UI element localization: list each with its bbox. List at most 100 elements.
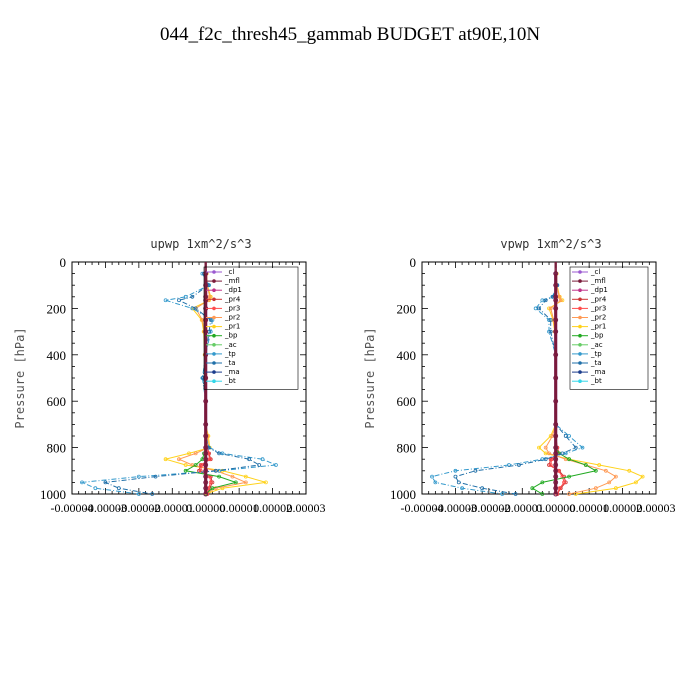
data-point — [567, 434, 571, 438]
chart-panel-2: vpwp 1xm^2/s^302004006008001000-0.00004-… — [363, 237, 676, 515]
data-point — [177, 298, 181, 303]
series-group — [430, 271, 645, 497]
y-tick-label: 400 — [47, 348, 67, 363]
y-tick-label: 1000 — [390, 487, 416, 502]
data-point — [583, 463, 588, 467]
data-point — [473, 468, 478, 473]
data-point — [567, 457, 571, 462]
data-point — [603, 468, 608, 473]
legend-marker — [212, 370, 216, 374]
data-point — [543, 445, 548, 450]
series-line — [454, 273, 577, 495]
data-point — [213, 468, 218, 473]
legend-label: _cl — [224, 268, 234, 276]
legend-marker — [578, 315, 582, 320]
data-point — [263, 480, 268, 485]
data-point — [190, 294, 195, 299]
y-tick-label: 600 — [397, 394, 417, 409]
data-point — [513, 492, 518, 496]
legend-marker — [212, 270, 216, 274]
data-point — [456, 480, 461, 485]
plot-frame — [71, 261, 307, 495]
data-point — [183, 294, 188, 299]
data-point — [257, 463, 262, 467]
legend-marker — [212, 343, 216, 347]
legend-label: _ac — [590, 341, 603, 349]
legend-label: _ta — [224, 359, 236, 367]
data-point — [557, 486, 562, 491]
data-point — [217, 451, 221, 456]
data-point — [563, 434, 568, 438]
y-tick-label: 200 — [397, 301, 417, 316]
legend-box — [569, 266, 649, 390]
data-point — [548, 306, 553, 311]
data-point — [548, 463, 553, 467]
data-point — [567, 474, 571, 479]
data-point — [208, 480, 213, 485]
panel-title: vpwp 1xm^2/s^3 — [500, 237, 601, 251]
x-tick-label: 0.00001 — [220, 501, 259, 515]
data-point — [549, 457, 554, 462]
legend-label: _pr2 — [590, 314, 606, 322]
legend-label: _pr2 — [224, 314, 240, 322]
data-point — [530, 486, 535, 491]
data-point — [247, 457, 252, 462]
data-point — [500, 492, 505, 496]
data-point — [573, 445, 578, 450]
y-tick-label: 400 — [397, 348, 417, 363]
data-point — [136, 492, 141, 496]
legend-label: _pr4 — [224, 295, 241, 303]
panel-title: upwp 1xm^2/s^3 — [150, 237, 251, 251]
legend-marker — [212, 352, 216, 356]
series-line — [103, 273, 261, 495]
x-tick-label: 0.00000 — [186, 501, 225, 515]
data-point — [593, 486, 598, 491]
x-tick-label: -0.00003 — [434, 501, 477, 515]
legend-label: _cl — [590, 268, 600, 276]
data-point — [210, 486, 215, 491]
figure-title: 044_f2c_thresh45_gammab BUDGET at90E,10N — [160, 24, 540, 45]
legend-marker — [578, 333, 582, 338]
legend-marker — [212, 315, 216, 320]
x-tick-label: -0.00004 — [401, 501, 444, 515]
x-tick-label: -0.00003 — [84, 501, 127, 515]
legend-marker — [578, 343, 582, 347]
legend-marker — [578, 279, 582, 283]
data-point — [593, 468, 598, 473]
data-point — [613, 486, 618, 491]
data-point — [199, 463, 204, 467]
legend-label: _ma — [224, 368, 240, 376]
legend-marker — [578, 297, 582, 302]
x-tick-label: 0.00002 — [603, 501, 642, 515]
x-tick-label: -0.00004 — [51, 501, 94, 515]
data-point — [183, 463, 188, 467]
data-point — [543, 298, 548, 303]
data-point — [540, 492, 545, 496]
x-tick-label: -0.00002 — [467, 501, 510, 515]
data-point — [198, 468, 203, 473]
data-point — [153, 474, 158, 479]
x-tick-label: 0.00003 — [637, 501, 676, 515]
legend-label: _pr3 — [224, 304, 240, 312]
plot-frame — [421, 261, 657, 495]
series-group — [80, 271, 278, 497]
data-point — [163, 457, 168, 462]
data-point — [634, 480, 638, 485]
x-tick-label: -0.00001 — [501, 501, 544, 515]
series-line — [431, 273, 584, 495]
data-point — [613, 474, 618, 479]
legend-marker — [578, 352, 582, 356]
data-point — [547, 451, 551, 456]
data-point — [80, 480, 84, 485]
y-tick-label: 800 — [47, 441, 67, 456]
legend-marker — [212, 288, 216, 293]
data-point — [183, 468, 188, 473]
data-point — [548, 329, 553, 334]
data-point — [560, 451, 565, 456]
data-point — [208, 318, 213, 322]
legend-marker — [212, 361, 216, 365]
legend-marker — [578, 288, 582, 293]
data-point — [597, 463, 602, 467]
series-line — [80, 273, 278, 495]
